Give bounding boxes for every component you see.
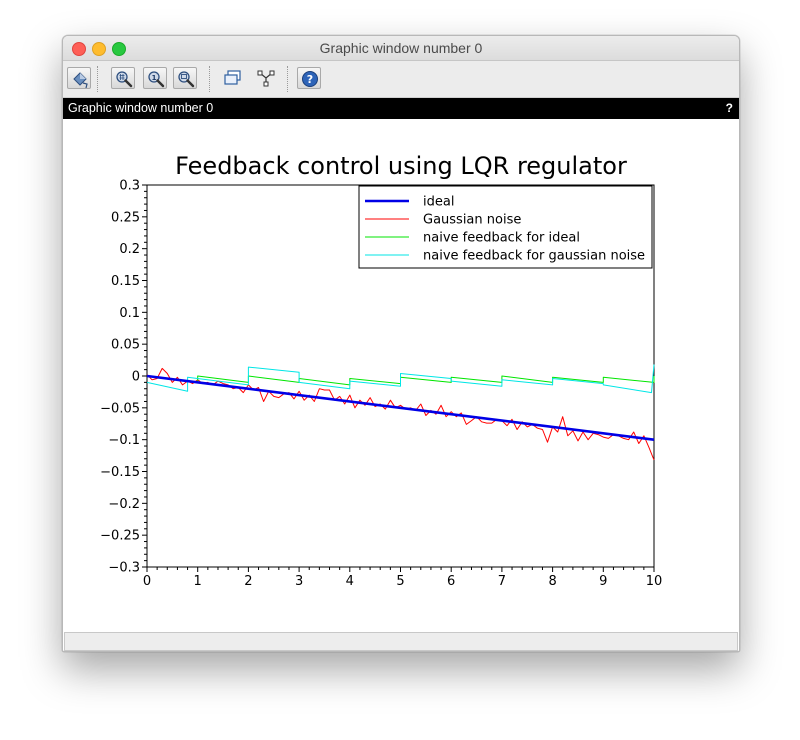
y-tick-label: 0.05	[111, 338, 140, 353]
toolbar-separator	[287, 66, 288, 92]
zoom-reset-button[interactable]: 1	[143, 67, 167, 89]
x-tick-label: 9	[599, 574, 607, 589]
datatip-edit-icon	[257, 70, 275, 87]
figure-label: Graphic window number 0	[68, 101, 214, 115]
zoom-area-icon	[178, 71, 195, 88]
figure-header: Graphic window number 0 ?	[63, 98, 739, 119]
rotate-button[interactable]	[67, 67, 91, 89]
plot-canvas: Feedback control using LQR regulator 0.3…	[63, 119, 739, 631]
y-tick-label: 0.1	[119, 306, 140, 321]
zoom-reset-icon: 1	[148, 71, 165, 88]
help-icon: ?	[302, 71, 318, 87]
x-tick-label: 5	[396, 574, 404, 589]
zoom-in-button[interactable]	[111, 67, 135, 89]
x-tick-label: 2	[244, 574, 252, 589]
y-tick-label: 0.2	[119, 242, 140, 257]
toolbar-separator	[97, 66, 98, 92]
zoom-area-button[interactable]	[173, 67, 197, 89]
chart-title: Feedback control using LQR regulator	[175, 152, 627, 180]
status-bar	[64, 632, 738, 651]
svg-text:1: 1	[152, 74, 157, 82]
legend-label: naive feedback for ideal	[423, 231, 580, 246]
y-tick-label: 0.15	[111, 274, 140, 289]
datatip-icon	[224, 70, 241, 85]
datatip-button[interactable]	[220, 67, 244, 89]
plot-svg: Feedback control using LQR regulator 0.3…	[100, 152, 663, 589]
series-line-3	[146, 364, 655, 394]
title-bar[interactable]: Graphic window number 0	[63, 36, 739, 61]
x-tick-label: 3	[295, 574, 303, 589]
close-window-button[interactable]	[72, 42, 86, 56]
legend-label: ideal	[423, 195, 454, 210]
y-tick-label: 0.25	[111, 210, 140, 225]
rotate-icon	[73, 72, 88, 88]
graphic-window: Graphic window number 0 1	[62, 35, 740, 652]
y-tick-label: −0.2	[108, 497, 140, 512]
x-tick-label: 6	[447, 574, 455, 589]
y-tick-label: −0.25	[100, 529, 140, 544]
datatip-edit-button[interactable]	[253, 67, 277, 89]
svg-text:?: ?	[307, 73, 313, 86]
series-line-0	[146, 374, 655, 441]
maximize-window-button[interactable]	[112, 42, 126, 56]
y-tick-label: −0.15	[100, 465, 140, 480]
legend-label: naive feedback for gaussian noise	[423, 249, 645, 264]
zoom-in-icon	[116, 71, 133, 88]
x-tick-label: 8	[548, 574, 556, 589]
window-title: Graphic window number 0	[319, 40, 483, 56]
y-tick-label: 0.3	[119, 179, 140, 194]
toolbar: 1	[63, 61, 739, 98]
y-tick-label: −0.3	[108, 561, 140, 576]
minimize-window-button[interactable]	[92, 42, 106, 56]
y-tick-label: −0.05	[100, 401, 140, 416]
help-button[interactable]: ?	[297, 67, 321, 89]
x-tick-label: 10	[646, 574, 663, 589]
x-tick-label: 7	[498, 574, 506, 589]
legend-label: Gaussian noise	[423, 213, 521, 228]
y-tick-label: 0	[132, 370, 140, 385]
y-tick-label: −0.1	[108, 433, 140, 448]
x-tick-label: 1	[194, 574, 202, 589]
toolbar-separator	[209, 66, 210, 92]
legend-box	[358, 185, 653, 269]
figure-help-icon[interactable]: ?	[725, 101, 733, 115]
x-tick-label: 0	[143, 574, 151, 589]
x-tick-label: 4	[346, 574, 354, 589]
